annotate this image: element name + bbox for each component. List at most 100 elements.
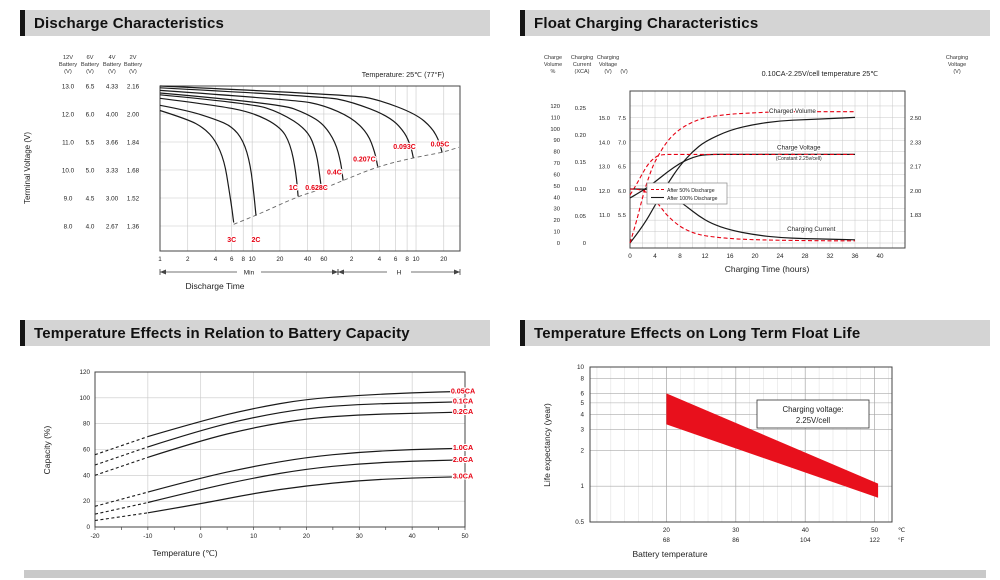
svg-text:4.00: 4.00	[106, 112, 119, 119]
svg-text:4.0: 4.0	[86, 224, 95, 231]
condition-note: 0.10CA-2.25V/cell temperature 25℃	[762, 69, 879, 78]
svg-text:0.25: 0.25	[575, 106, 586, 112]
curve-0.05CA-dashed	[94, 436, 149, 456]
svg-text:13.0: 13.0	[62, 84, 75, 91]
svg-text:0: 0	[199, 533, 203, 540]
curve-3C	[159, 109, 235, 223]
svg-text:6.0: 6.0	[618, 189, 626, 195]
curve-label-0.207C: 0.207C	[353, 156, 376, 163]
svg-text:20: 20	[276, 256, 284, 263]
svg-text:3: 3	[580, 426, 584, 433]
svg-text:7.0: 7.0	[618, 140, 626, 146]
svg-text:Battery: Battery	[81, 62, 99, 68]
curve-label-0.05C: 0.05C	[431, 141, 450, 148]
x-axis-label: Discharge Time	[185, 281, 244, 291]
curve-label-3C: 3C	[227, 237, 236, 244]
legend-label-50: After 50% Discharge	[667, 188, 715, 194]
svg-text:13.0: 13.0	[599, 165, 610, 171]
svg-text:6V: 6V	[86, 55, 93, 61]
legend-box	[646, 182, 728, 205]
svg-text:5: 5	[580, 400, 584, 407]
svg-text:70: 70	[554, 161, 560, 167]
svg-text:Charging: Charging	[946, 55, 968, 61]
svg-text:H: H	[397, 269, 402, 276]
svg-text:4: 4	[653, 253, 657, 260]
svg-text:(V): (V)	[64, 69, 72, 75]
svg-text:2.17: 2.17	[910, 165, 921, 171]
svg-text:4.33: 4.33	[106, 84, 119, 91]
svg-text:2: 2	[350, 256, 354, 263]
svg-text:0: 0	[628, 253, 632, 260]
svg-text:6.5: 6.5	[86, 84, 95, 91]
temperature-note: Temperature: 25℃ (77°F)	[362, 70, 444, 79]
svg-text:36: 36	[851, 253, 859, 260]
svg-text:120: 120	[79, 369, 90, 376]
svg-text:90: 90	[554, 138, 560, 144]
curve-label-1.0CA: 1.0CA	[453, 443, 473, 452]
svg-text:68: 68	[663, 537, 671, 544]
svg-text:9.0: 9.0	[64, 196, 73, 203]
svg-text:7.5: 7.5	[618, 116, 626, 122]
svg-text:20: 20	[83, 498, 91, 505]
float-charging-title: Float Charging Characteristics	[534, 14, 759, 32]
svg-text:3.00: 3.00	[106, 196, 119, 203]
curve-1C	[159, 97, 299, 197]
svg-text:12: 12	[701, 253, 709, 260]
svg-text:0.15: 0.15	[575, 160, 586, 166]
svg-text:12.0: 12.0	[62, 112, 75, 119]
svg-text:1: 1	[158, 256, 162, 263]
series-charged_volume_50	[629, 111, 855, 244]
svg-text:0.5: 0.5	[575, 519, 584, 526]
svg-text:30: 30	[356, 533, 364, 540]
svg-text:40: 40	[304, 256, 312, 263]
svg-text:1: 1	[580, 483, 584, 490]
svg-text:8: 8	[580, 376, 584, 383]
svg-text:10: 10	[249, 256, 257, 263]
curve-0.1CA	[147, 401, 466, 448]
svg-text:(V): (V)	[108, 69, 116, 75]
curve-1.0CA	[147, 447, 466, 493]
series-charge_voltage_50	[629, 153, 855, 196]
cutoff-locus	[233, 146, 460, 225]
svg-text:60: 60	[83, 447, 91, 454]
curve-label-2C: 2C	[251, 237, 260, 244]
svg-text:0.20: 0.20	[575, 133, 586, 139]
svg-text:Battery: Battery	[103, 62, 121, 68]
svg-text:5.0: 5.0	[86, 168, 95, 175]
celsius-unit: ℃	[898, 527, 905, 534]
curve-2.0CA	[147, 459, 466, 504]
discharge-characteristics-chart: 12VBattery(V)6VBattery(V)4VBattery(V)2VB…	[23, 55, 461, 291]
svg-text:120: 120	[550, 104, 560, 110]
svg-text:40: 40	[802, 527, 810, 534]
svg-text:40: 40	[409, 533, 417, 540]
svg-text:4: 4	[214, 256, 218, 263]
svg-text:32: 32	[826, 253, 834, 260]
svg-text:1.36: 1.36	[127, 224, 140, 231]
svg-text:50: 50	[461, 533, 469, 540]
svg-text:12V: 12V	[63, 55, 73, 61]
curve-0.207C	[159, 89, 379, 167]
svg-text:24: 24	[776, 253, 784, 260]
curve-0.093C	[159, 87, 414, 158]
svg-text:8: 8	[241, 256, 245, 263]
annotation-line1: Charging voltage:	[782, 405, 843, 414]
svg-text:4: 4	[378, 256, 382, 263]
svg-text:6: 6	[230, 256, 234, 263]
series-label: Charging Current	[787, 226, 836, 233]
svg-text:5.5: 5.5	[618, 213, 626, 219]
curve-1.0CA-dashed	[94, 491, 149, 507]
svg-text:Charging: Charging	[571, 55, 593, 61]
fahrenheit-unit: °F	[898, 536, 905, 544]
svg-text:80: 80	[554, 150, 560, 156]
discharge-title-bar: Discharge Characteristics	[20, 10, 490, 36]
svg-text:28: 28	[801, 253, 809, 260]
svg-text:60: 60	[320, 256, 328, 263]
svg-text:14.0: 14.0	[599, 140, 610, 146]
svg-text:2: 2	[580, 447, 584, 454]
svg-text:2: 2	[186, 256, 190, 263]
svg-text:40: 40	[83, 472, 91, 479]
curve-3.0CA-dashed	[94, 512, 148, 522]
svg-text:8: 8	[678, 253, 682, 260]
svg-text:2V: 2V	[129, 55, 136, 61]
svg-text:60: 60	[554, 172, 560, 178]
